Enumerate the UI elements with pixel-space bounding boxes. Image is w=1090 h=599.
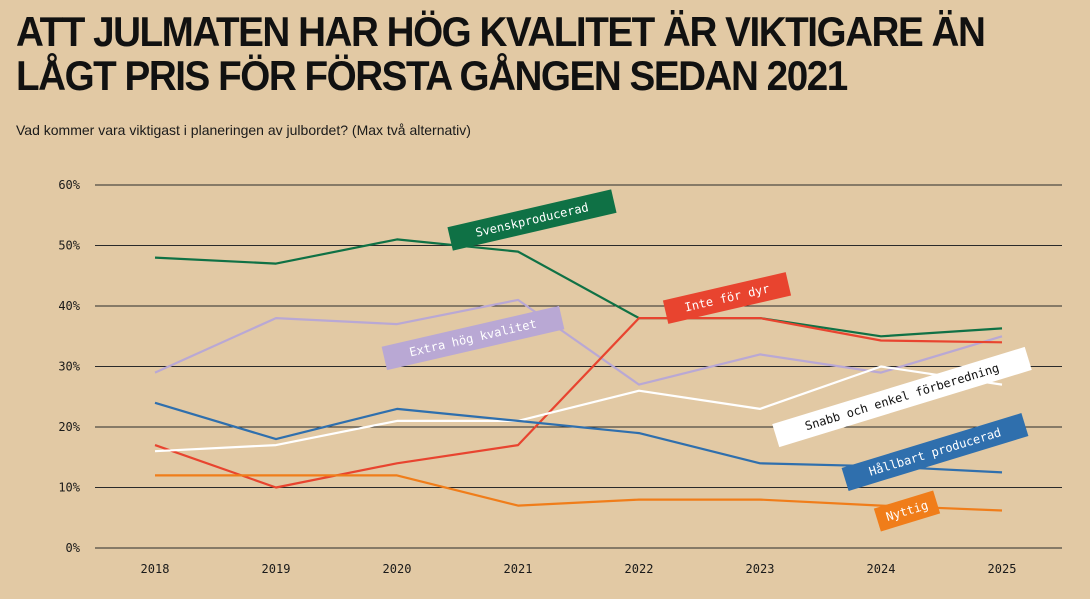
series-label: Inte för dyr [662,272,792,324]
series-lines [154,238,1003,512]
y-tick-label: 30% [58,360,80,374]
x-tick-label: 2022 [625,562,654,576]
grid-lines [95,184,1062,549]
y-tick-label: 10% [58,481,80,495]
series-label-box [873,490,941,532]
series-label-text: Snabb och enkel förberedning [803,361,1001,434]
y-tick-label: 0% [66,541,81,555]
series-line [154,365,1003,453]
chart-title: ATT JULMATEN HAR HÖG KVALITET ÄR VIKTIGA… [16,8,986,99]
series-label: Extra hög kvalitet [381,305,565,371]
series-label: Nyttig [873,490,941,532]
series-line [155,474,1003,512]
series-label-box [381,305,565,371]
series-label-box [772,346,1032,448]
x-tick-label: 2023 [746,562,775,576]
x-tick-label: 2018 [141,562,170,576]
series-label-box [447,189,617,251]
y-tick-label: 60% [58,178,80,192]
y-tick-label: 20% [58,420,80,434]
x-tick-label: 2019 [262,562,291,576]
y-axis-ticks: 0% 10% 20% 30% 40% 50% 60% [58,178,80,555]
y-tick-label: 40% [58,299,80,313]
x-tick-label: 2021 [504,562,533,576]
x-axis-ticks: 2018 2019 2020 2021 2022 2023 2024 2025 [141,562,1017,576]
series-label-box [841,413,1029,491]
series-line [154,298,1003,386]
series-line [154,317,1003,489]
x-tick-label: 2020 [383,562,412,576]
series-label: Svenskproducerad [447,189,617,251]
series-label: Hållbart producerad [841,413,1029,491]
series-line [154,238,1003,338]
series-labels: Svenskproducerad Extra hög kvalitet Inte f… [381,189,1032,532]
x-tick-label: 2024 [867,562,896,576]
series-label-box [662,272,792,324]
x-tick-label: 2025 [988,562,1017,576]
chart-subtitle: Vad kommer vara viktigast i planeringen … [16,122,471,138]
y-tick-label: 50% [58,239,80,253]
